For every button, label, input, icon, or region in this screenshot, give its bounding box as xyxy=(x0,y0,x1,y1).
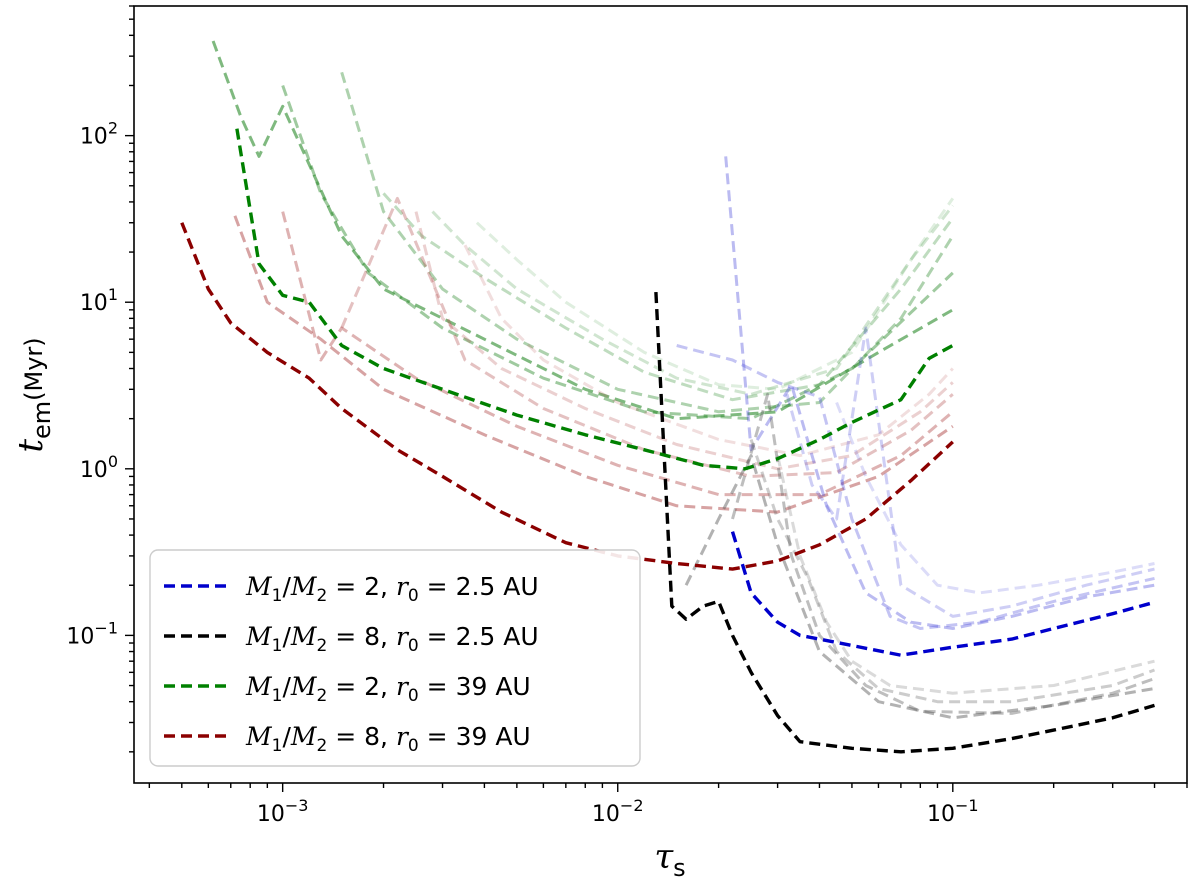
y-axis-label: tem(Myr) xyxy=(11,337,56,452)
series-line-2 xyxy=(235,128,954,471)
legend: M1/M2 = 2, r0 = 2.5 AU M1/M2 = 8, r0 = 2.… xyxy=(149,549,641,767)
faint-series-layer xyxy=(211,40,1156,720)
faint-series-line-9 xyxy=(414,211,954,471)
main-series-layer xyxy=(180,128,1155,754)
faint-series-line-5 xyxy=(475,197,955,391)
faint-series-line-12 xyxy=(676,344,1155,630)
x-axis: 10−3 10−2 10−1 xyxy=(148,783,1188,827)
plot-frame xyxy=(133,5,1188,784)
x-tick-label-2: 10−1 xyxy=(927,796,979,827)
y-tick-label-2: 101 xyxy=(80,285,118,316)
x-tick-label-1: 10−2 xyxy=(592,796,644,827)
legend-label-3: M1/M2 = 8, r0 = 39 AU xyxy=(245,722,531,756)
series-line-3 xyxy=(180,222,954,571)
faint-series-line-10 xyxy=(463,244,954,458)
legend-label-2: M1/M2 = 2, r0 = 39 AU xyxy=(245,672,531,706)
faint-series-line-14 xyxy=(835,401,1155,595)
faint-series-line-2 xyxy=(340,71,955,414)
y-axis: 10−1 100 101 102 xyxy=(66,5,134,753)
faint-series-line-13 xyxy=(785,326,1155,618)
faint-series-line-11 xyxy=(724,156,1155,630)
faint-series-line-17 xyxy=(749,439,1156,704)
x-axis-label: τs xyxy=(654,837,685,881)
y-tick-label-1: 100 xyxy=(80,452,118,483)
y-tick-label-0: 10−1 xyxy=(66,618,118,649)
faint-series-line-16 xyxy=(731,392,1155,715)
faint-series-line-6 xyxy=(233,215,954,514)
series-line-0 xyxy=(730,531,1155,657)
y-tick-label-3: 102 xyxy=(80,119,118,150)
faint-series-line-1 xyxy=(281,85,954,421)
faint-series-line-3 xyxy=(382,192,955,402)
faint-series-line-7 xyxy=(281,211,954,497)
x-tick-label-0: 10−3 xyxy=(257,796,309,827)
legend-label-0: M1/M2 = 2, r0 = 2.5 AU xyxy=(245,572,539,606)
series-line-1 xyxy=(654,292,1155,754)
faint-series-line-18 xyxy=(776,455,1155,695)
faint-series-line-0 xyxy=(211,40,954,421)
legend-label-1: M1/M2 = 8, r0 = 2.5 AU xyxy=(245,622,539,656)
legend-box xyxy=(149,549,641,767)
faint-series-line-4 xyxy=(431,204,954,396)
